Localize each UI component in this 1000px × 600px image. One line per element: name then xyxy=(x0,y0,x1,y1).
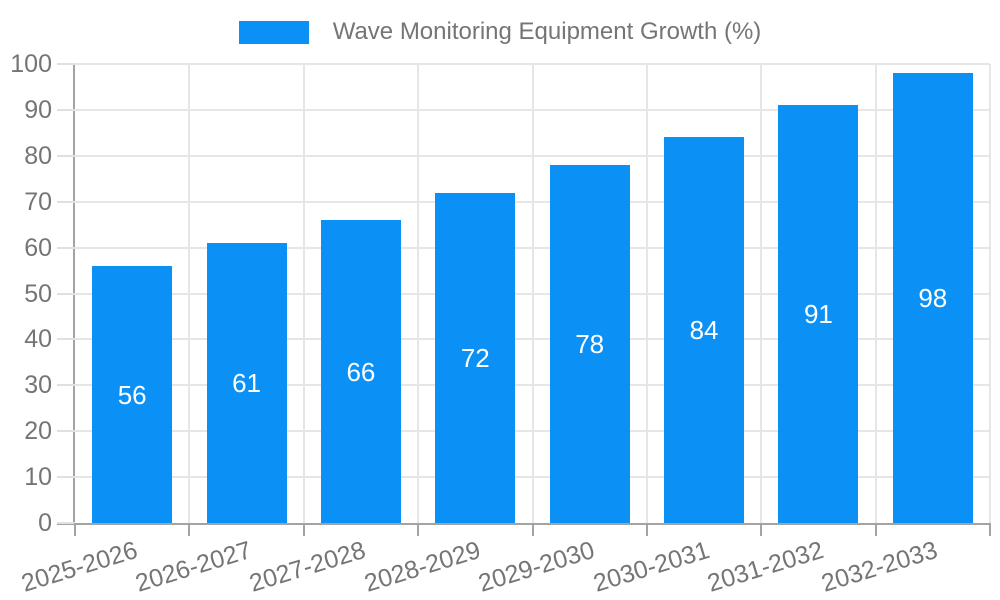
gridline-vertical xyxy=(188,64,191,523)
y-axis-tick xyxy=(57,63,75,65)
y-axis-tick xyxy=(57,338,75,341)
bar-value-label: 61 xyxy=(232,368,262,398)
y-axis-tick-label: 80 xyxy=(24,141,52,170)
bar-value-label: 56 xyxy=(117,379,147,410)
x-axis-tick xyxy=(74,523,76,536)
bar[interactable]: 91 xyxy=(778,105,859,523)
legend-label: Wave Monitoring Equipment Growth (%) xyxy=(332,18,762,45)
bar[interactable]: 78 xyxy=(549,165,630,523)
gridline-vertical xyxy=(531,64,534,523)
x-axis-tick xyxy=(302,523,305,536)
x-axis-tick xyxy=(760,523,763,536)
x-axis-tick xyxy=(417,523,420,536)
x-axis-tick xyxy=(188,523,191,536)
x-axis-tick xyxy=(874,523,877,536)
y-axis-tick-label: 100 xyxy=(10,50,52,78)
y-axis-line xyxy=(73,64,75,525)
bar[interactable]: 61 xyxy=(206,243,287,523)
y-axis-tick-label: 0 xyxy=(38,509,52,537)
gridline-vertical xyxy=(302,64,305,523)
bar[interactable]: 56 xyxy=(92,266,173,523)
x-axis-label: 2028-2029 xyxy=(360,536,484,598)
bar-value-label: 91 xyxy=(803,299,833,329)
bar[interactable]: 98 xyxy=(892,73,973,523)
bar-value-label: 98 xyxy=(918,283,948,313)
y-axis-tick xyxy=(57,292,75,295)
y-axis-tick xyxy=(57,522,75,524)
y-axis-tick xyxy=(57,384,75,387)
x-axis-label: 2030-2031 xyxy=(589,536,713,598)
x-axis-line xyxy=(57,523,990,525)
y-axis-tick-label: 60 xyxy=(24,233,52,262)
legend[interactable]: Wave Monitoring Equipment Growth (%) xyxy=(0,18,1000,46)
y-axis-tick xyxy=(57,200,75,203)
y-axis-tick-label: 50 xyxy=(24,279,52,308)
x-axis-label: 2027-2028 xyxy=(246,536,370,598)
y-axis-tick xyxy=(57,154,75,157)
x-axis-label: 2026-2027 xyxy=(132,536,255,598)
bar-value-label: 78 xyxy=(575,329,605,359)
bar[interactable]: 84 xyxy=(664,137,745,523)
x-axis-label: 2025-2026 xyxy=(17,536,141,598)
y-axis-tick-label: 40 xyxy=(24,325,52,354)
y-axis-tick xyxy=(57,108,75,111)
bar-value-label: 72 xyxy=(460,343,490,373)
y-axis-tick xyxy=(57,430,75,433)
x-axis-tick xyxy=(531,523,534,536)
y-axis-tick-label: 30 xyxy=(24,371,52,400)
x-axis-label: 2032-2033 xyxy=(818,536,941,598)
y-axis-tick-label: 10 xyxy=(24,463,52,492)
x-axis-label: 2029-2030 xyxy=(475,536,598,598)
y-axis-tick-label: 70 xyxy=(24,187,52,216)
gridline-vertical xyxy=(760,64,763,523)
y-axis-tick xyxy=(57,476,75,479)
gridline-vertical xyxy=(989,64,991,523)
legend-swatch xyxy=(238,20,309,44)
plot-area: 56 61 66 72 78 84 91 98 xyxy=(75,63,991,523)
bar[interactable]: 72 xyxy=(435,193,516,523)
y-axis-tick-label: 90 xyxy=(24,95,52,124)
gridline-vertical xyxy=(645,64,648,523)
bar[interactable]: 66 xyxy=(320,220,401,523)
y-axis-tick-label: 20 xyxy=(24,417,52,446)
gridline-vertical xyxy=(874,64,877,523)
gridline-vertical xyxy=(417,64,420,523)
bar-value-label: 84 xyxy=(689,315,719,345)
y-axis-tick xyxy=(57,246,75,249)
x-axis-tick xyxy=(645,523,648,536)
x-axis-tick xyxy=(989,523,991,536)
x-axis-label: 2031-2032 xyxy=(704,536,827,598)
bar-value-label: 66 xyxy=(346,356,376,387)
